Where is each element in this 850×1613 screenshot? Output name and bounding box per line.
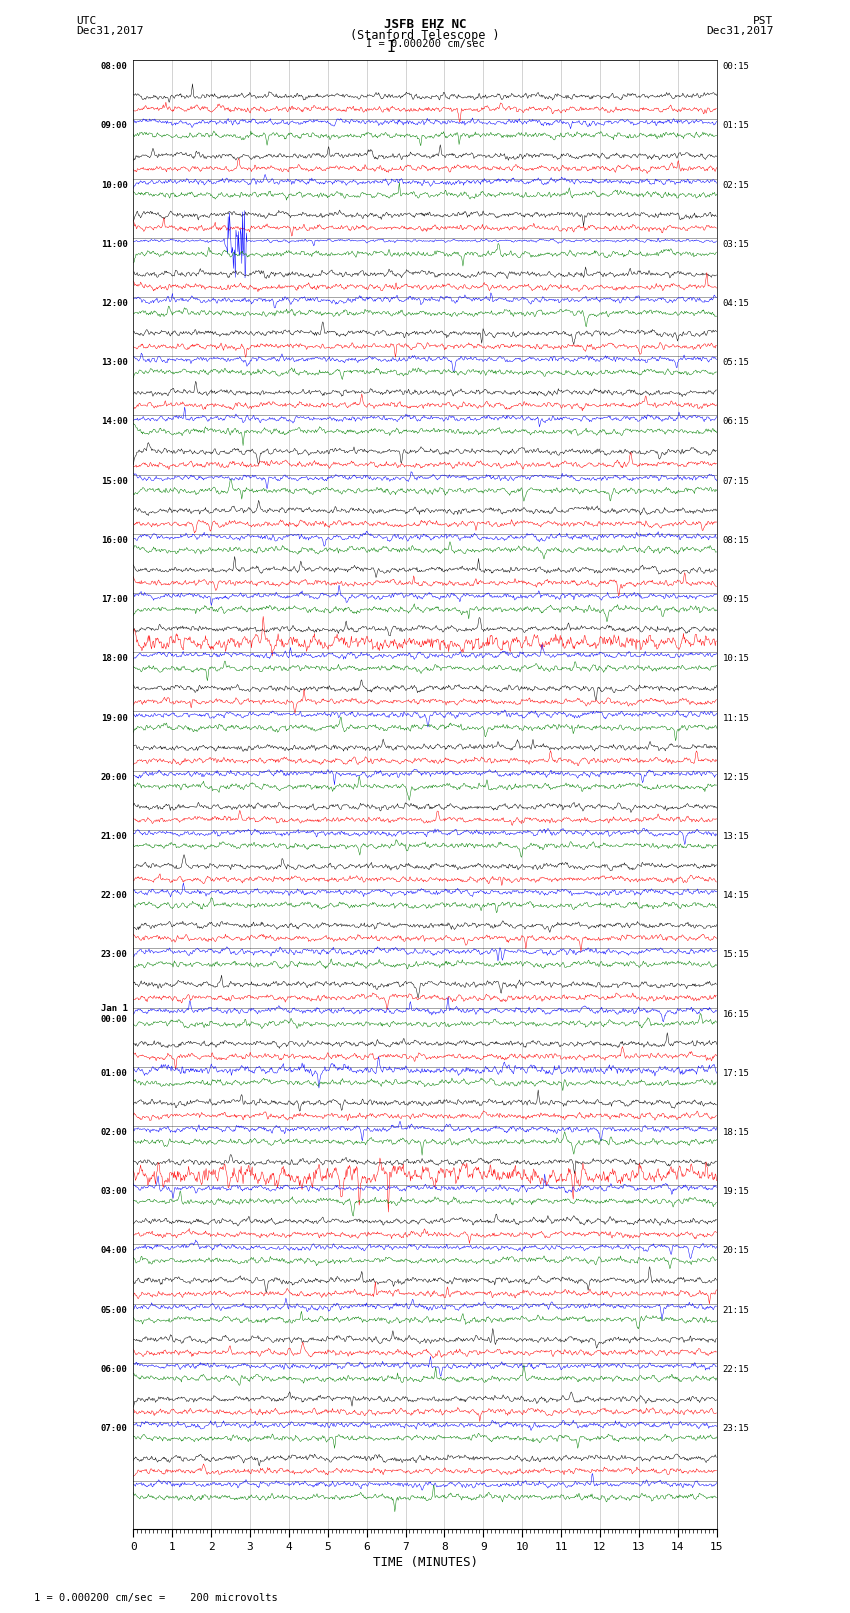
Text: 10:15: 10:15 — [722, 655, 749, 663]
Text: 11:15: 11:15 — [722, 713, 749, 723]
Text: 14:00: 14:00 — [101, 418, 128, 426]
Text: 23:00: 23:00 — [101, 950, 128, 960]
Text: 08:00: 08:00 — [101, 63, 128, 71]
Text: 10:00: 10:00 — [101, 181, 128, 190]
Text: 23:15: 23:15 — [722, 1424, 749, 1432]
X-axis label: TIME (MINUTES): TIME (MINUTES) — [372, 1557, 478, 1569]
Text: I: I — [387, 40, 395, 55]
Text: 07:00: 07:00 — [101, 1424, 128, 1432]
Text: 20:00: 20:00 — [101, 773, 128, 782]
Text: 20:15: 20:15 — [722, 1247, 749, 1255]
Text: UTC: UTC — [76, 16, 97, 26]
Text: 05:00: 05:00 — [101, 1305, 128, 1315]
Text: 02:15: 02:15 — [722, 181, 749, 190]
Text: 13:00: 13:00 — [101, 358, 128, 368]
Text: 00:15: 00:15 — [722, 63, 749, 71]
Text: 15:00: 15:00 — [101, 477, 128, 486]
Text: Dec31,2017: Dec31,2017 — [706, 26, 774, 35]
Text: 21:00: 21:00 — [101, 832, 128, 840]
Text: 08:15: 08:15 — [722, 536, 749, 545]
Text: 12:15: 12:15 — [722, 773, 749, 782]
Text: 1 = 0.000200 cm/sec =    200 microvolts: 1 = 0.000200 cm/sec = 200 microvolts — [34, 1594, 278, 1603]
Text: 01:00: 01:00 — [101, 1069, 128, 1077]
Text: 03:15: 03:15 — [722, 240, 749, 248]
Text: 18:15: 18:15 — [722, 1127, 749, 1137]
Text: 02:00: 02:00 — [101, 1127, 128, 1137]
Text: 21:15: 21:15 — [722, 1305, 749, 1315]
Text: PST: PST — [753, 16, 774, 26]
Text: 09:00: 09:00 — [101, 121, 128, 131]
Text: 03:00: 03:00 — [101, 1187, 128, 1197]
Text: (Stanford Telescope ): (Stanford Telescope ) — [350, 29, 500, 42]
Text: 18:00: 18:00 — [101, 655, 128, 663]
Text: 16:15: 16:15 — [722, 1010, 749, 1018]
Text: 19:00: 19:00 — [101, 713, 128, 723]
Text: 09:15: 09:15 — [722, 595, 749, 605]
Text: Dec31,2017: Dec31,2017 — [76, 26, 144, 35]
Text: 16:00: 16:00 — [101, 536, 128, 545]
Text: 15:15: 15:15 — [722, 950, 749, 960]
Text: Jan 1
00:00: Jan 1 00:00 — [101, 1005, 128, 1024]
Text: JSFB EHZ NC: JSFB EHZ NC — [383, 18, 467, 31]
Text: 12:00: 12:00 — [101, 298, 128, 308]
Text: 06:00: 06:00 — [101, 1365, 128, 1374]
Text: 19:15: 19:15 — [722, 1187, 749, 1197]
Text: 14:15: 14:15 — [722, 890, 749, 900]
Text: 22:15: 22:15 — [722, 1365, 749, 1374]
Text: 22:00: 22:00 — [101, 890, 128, 900]
Text: 07:15: 07:15 — [722, 477, 749, 486]
Text: 04:00: 04:00 — [101, 1247, 128, 1255]
Text: 04:15: 04:15 — [722, 298, 749, 308]
Text: 06:15: 06:15 — [722, 418, 749, 426]
Text: 13:15: 13:15 — [722, 832, 749, 840]
Text: 01:15: 01:15 — [722, 121, 749, 131]
Text: I = 0.000200 cm/sec: I = 0.000200 cm/sec — [366, 39, 484, 48]
Text: 17:00: 17:00 — [101, 595, 128, 605]
Text: 11:00: 11:00 — [101, 240, 128, 248]
Text: 05:15: 05:15 — [722, 358, 749, 368]
Text: 17:15: 17:15 — [722, 1069, 749, 1077]
